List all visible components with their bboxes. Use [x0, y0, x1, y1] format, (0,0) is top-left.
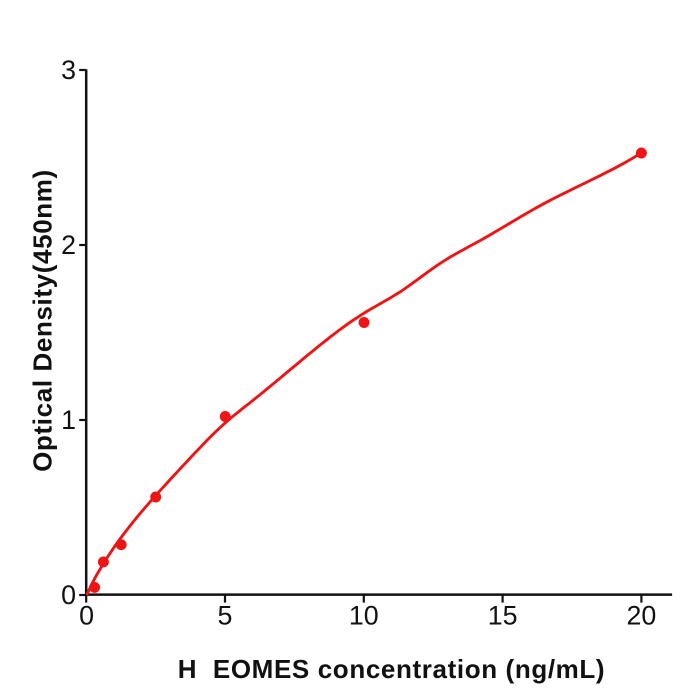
svg-text:0: 0: [61, 580, 76, 610]
svg-text:15: 15: [488, 601, 518, 631]
svg-text:0: 0: [79, 601, 94, 631]
svg-text:3: 3: [61, 55, 76, 85]
svg-text:10: 10: [349, 601, 379, 631]
svg-text:H EOMES concentration (ng/mL): H EOMES concentration (ng/mL): [178, 654, 605, 684]
svg-text:5: 5: [218, 601, 233, 631]
svg-text:20: 20: [626, 601, 656, 631]
svg-text:2: 2: [61, 230, 76, 260]
svg-text:1: 1: [61, 405, 76, 435]
svg-text:Optical Density(450nm): Optical Density(450nm): [28, 169, 58, 472]
